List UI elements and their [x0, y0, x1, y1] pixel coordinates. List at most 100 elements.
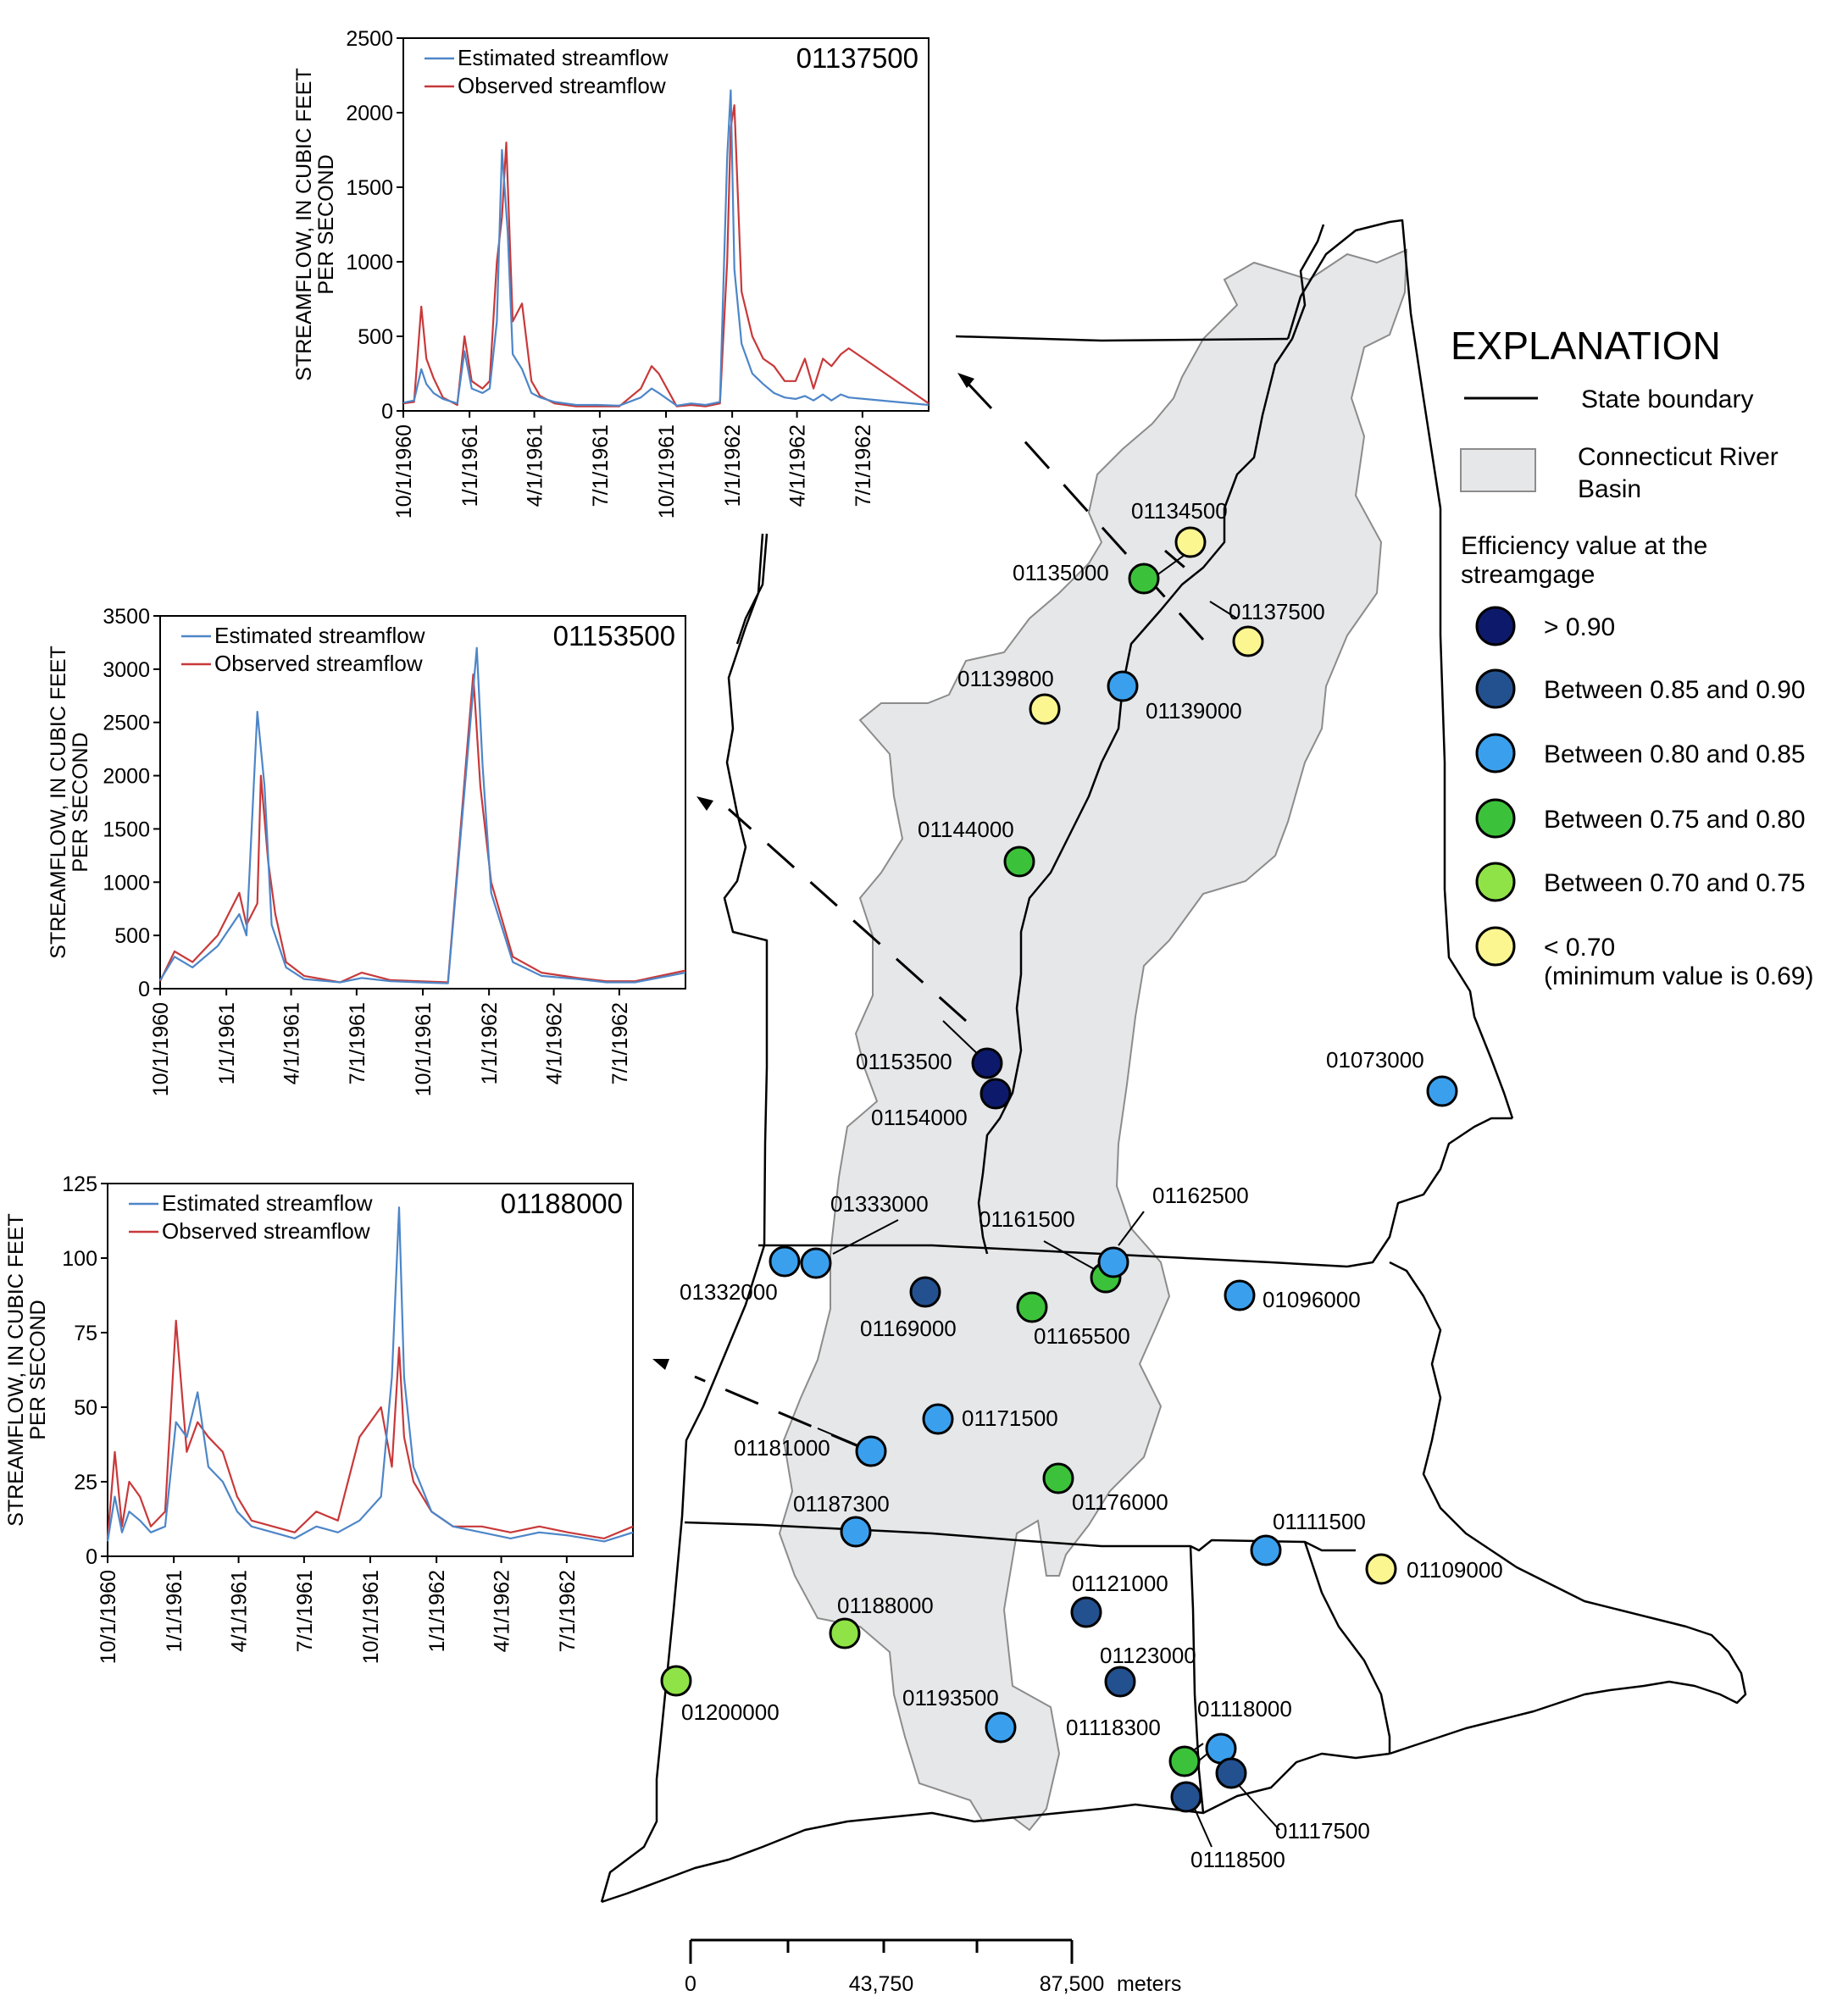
gage-marker-01169000[interactable]: [909, 1276, 941, 1308]
legend-classes: > 0.90 Between 0.85 and 0.90 Between 0.80 …: [1475, 606, 1813, 990]
gage-label-01169000: 01169000: [860, 1316, 957, 1341]
gage-layer: 01134500 01135000 01137500 01139800 01139000…: [660, 498, 1503, 1872]
y-tick-label: 1000: [103, 871, 150, 895]
gage-marker-01118300[interactable]: [1168, 1745, 1201, 1777]
gage-marker-01187300[interactable]: [840, 1516, 872, 1548]
arrowhead-icon: [652, 1359, 669, 1370]
gage-label-01332000: 01332000: [680, 1279, 778, 1305]
gage-marker-01171500[interactable]: [922, 1403, 954, 1435]
y-tick-label: 2000: [103, 765, 150, 789]
y-tick-label: 2500: [103, 712, 150, 735]
x-tick-label: 7/1/1961: [293, 1570, 317, 1652]
state-boundary-line: [684, 1521, 1356, 1552]
gage-marker-01153500[interactable]: [971, 1047, 1003, 1079]
gage-label-01118500: 01118500: [1190, 1847, 1285, 1872]
gage-label-01171500: 01171500: [962, 1405, 1058, 1431]
inset-chart-01188000: 0 25 50 75 100 125 10/1/1960 1/1/1961 4/1/1961 7/…: [4, 1173, 634, 1664]
inset-chart-01153500: 0 500 1000 1500 2000 2500 3000 3500 10/1/1960 1/1…: [47, 605, 686, 1096]
x-tick-label: 7/1/1962: [852, 424, 875, 507]
gage-marker-01117500[interactable]: [1215, 1757, 1247, 1789]
gage-marker-01073000[interactable]: [1426, 1075, 1458, 1107]
gage-marker-01193500[interactable]: [985, 1711, 1017, 1744]
gage-marker-01200000[interactable]: [660, 1665, 692, 1697]
x-tick-label: 4/1/1961: [524, 424, 547, 507]
y-axis-label-line1: STREAMFLOW, IN CUBIC FEET: [292, 68, 316, 380]
gage-label-01134500: 01134500: [1131, 498, 1228, 524]
arrowhead-icon: [696, 796, 713, 811]
gage-label-01096000: 01096000: [1263, 1287, 1361, 1312]
legend-label-observed: Observed streamflow: [162, 1218, 370, 1244]
state-boundary-line: [1189, 1545, 1205, 1814]
legend-class-label-1: Between 0.85 and 0.90: [1544, 676, 1806, 704]
gage-label-01153500: 01153500: [856, 1049, 952, 1074]
inset-chart-01137500: 0 500 1000 1500 2000 2500 10/1/1960 1/1/1961 4/1…: [292, 27, 930, 518]
leader-dashed-01137500: [1011, 426, 1205, 641]
label-leader-line: [1194, 1808, 1213, 1848]
y-tick-label: 1000: [346, 251, 393, 274]
legend-label-estimated: Estimated streamflow: [162, 1190, 373, 1216]
leader-line: [1164, 549, 1196, 578]
gage-marker-01121000[interactable]: [1070, 1596, 1102, 1628]
gage-label-01154000: 01154000: [871, 1105, 968, 1130]
legend-class-label-2: Between 0.80 and 0.85: [1544, 740, 1806, 768]
gage-marker-01181000[interactable]: [855, 1435, 887, 1467]
y-tick-label: 0: [381, 400, 393, 424]
legend-swatch-3: [1475, 798, 1516, 839]
gage-marker-01162500[interactable]: [1097, 1246, 1129, 1278]
series-line-observed: [159, 673, 686, 984]
label-leaders: [817, 550, 1280, 1848]
legend-swatch-2: [1475, 733, 1516, 773]
gage-marker-01332000[interactable]: [769, 1245, 801, 1278]
gage-marker-01139000[interactable]: [1107, 670, 1139, 702]
legend-class-label-5: < 0.70: [1544, 934, 1615, 962]
legend-class-label-0: > 0.90: [1544, 613, 1615, 641]
y-tick-label: 100: [62, 1247, 97, 1271]
x-tick-label: 1/1/1961: [163, 1570, 186, 1652]
x-tick-label: 4/1/1962: [543, 1002, 567, 1084]
legend-efficiency-line2: streamgage: [1461, 561, 1595, 589]
gage-marker-01096000[interactable]: [1224, 1279, 1256, 1311]
label-leader-line: [1194, 1743, 1204, 1750]
legend-swatch-0: [1475, 606, 1516, 646]
legend-label-observed: Observed streamflow: [214, 651, 423, 676]
y-tick-label: 0: [86, 1545, 97, 1569]
scale-bar-line: [689, 1938, 1074, 1964]
gage-marker-01123000[interactable]: [1104, 1666, 1136, 1698]
x-tick-label: 4/1/1962: [491, 1570, 514, 1652]
x-tick-label: 7/1/1961: [346, 1002, 369, 1084]
x-tick-label: 1/1/1962: [721, 424, 745, 507]
gage-label-01188000: 01188000: [837, 1593, 934, 1618]
gage-label-01109000: 01109000: [1407, 1557, 1503, 1583]
scale-bar: 0 43,750 87,500 meters: [685, 1938, 1181, 1996]
y-tick-label: 50: [74, 1396, 97, 1420]
gage-marker-01176000[interactable]: [1042, 1462, 1074, 1494]
scale-label-0: 0: [685, 1972, 696, 1996]
scale-label-2: 87,500: [1040, 1972, 1104, 1996]
state-boundaries: [600, 219, 1747, 1904]
gage-marker-01144000[interactable]: [1003, 845, 1035, 878]
gage-marker-01333000[interactable]: [800, 1247, 832, 1279]
gage-marker-01154000[interactable]: [979, 1078, 1012, 1110]
gage-marker-01139800[interactable]: [1029, 693, 1061, 725]
gage-label-01118000: 01118000: [1197, 1696, 1292, 1721]
x-tick-label: 4/1/1961: [228, 1570, 252, 1652]
gage-label-01123000: 01123000: [1100, 1643, 1196, 1668]
gage-label-01135000: 01135000: [1013, 560, 1109, 585]
chart-gage-id: 01188000: [501, 1188, 623, 1219]
gage-marker-01188000[interactable]: [829, 1617, 861, 1649]
gage-label-01139000: 01139000: [1146, 698, 1242, 724]
gage-marker-01111500[interactable]: [1250, 1534, 1282, 1566]
gage-marker-01134500[interactable]: [1174, 526, 1207, 558]
gage-label-01111500: 01111500: [1273, 1509, 1366, 1534]
series-line-observed: [402, 104, 930, 407]
x-tick-label: 10/1/1960: [97, 1570, 120, 1664]
legend: EXPLANATION State boundary Connecticut R…: [1451, 324, 1813, 990]
gage-marker-01118500[interactable]: [1170, 1781, 1202, 1813]
gage-marker-01135000[interactable]: [1128, 563, 1160, 595]
gage-marker-01165500[interactable]: [1016, 1291, 1048, 1323]
gage-marker-01109000[interactable]: [1365, 1553, 1397, 1585]
legend-label-estimated: Estimated streamflow: [458, 45, 669, 70]
gage-marker-01137500[interactable]: [1232, 625, 1264, 657]
chart-frame: [107, 1183, 634, 1557]
series-line-estimated: [159, 646, 686, 984]
